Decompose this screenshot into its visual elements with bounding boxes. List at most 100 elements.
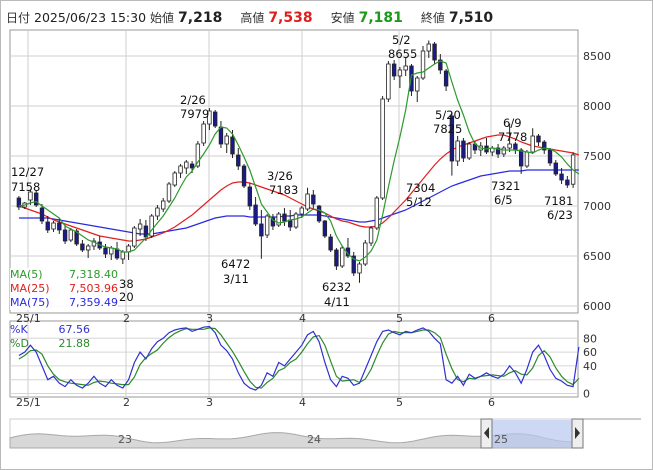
candle-body	[467, 143, 472, 159]
stoch-tick-label: 80	[583, 332, 597, 345]
candle-body	[132, 227, 137, 247]
ma75-label: MA(75)	[10, 296, 50, 309]
candle-body	[299, 207, 304, 215]
candle-body	[149, 215, 154, 237]
candle-body	[74, 230, 79, 245]
open-label: 始値	[150, 11, 175, 25]
bottom-x-tick-label: 5	[396, 396, 403, 409]
ma75-legend: MA(75) 7,359.49	[10, 296, 118, 310]
candle-body	[68, 229, 74, 241]
candle-body	[547, 149, 553, 164]
ma5-line	[18, 60, 580, 262]
candle-body	[282, 213, 287, 222]
candle-body	[351, 255, 356, 274]
annotation-date: 6/23	[547, 208, 573, 222]
candle-body	[161, 200, 166, 210]
candle-body	[103, 247, 108, 255]
annotation-date: 12/27	[11, 165, 44, 179]
annotation-value: 7304	[406, 181, 435, 195]
candle-body	[553, 162, 558, 175]
annotation-fragment: 20	[119, 290, 134, 304]
candle-body	[114, 248, 120, 259]
candle-body	[224, 135, 229, 145]
candle-body	[264, 215, 270, 236]
candle-body	[276, 213, 281, 226]
candle-body	[403, 65, 408, 71]
candle-body	[247, 186, 253, 207]
price-tick-label: 8000	[583, 100, 611, 113]
annotation-value: 7778	[498, 130, 527, 144]
candle-body	[195, 143, 201, 167]
stoch-k-line	[18, 325, 580, 391]
candle-body	[328, 236, 333, 251]
annotation-date: 5/20	[435, 108, 461, 122]
bottom-x-tick-label: 3	[206, 396, 213, 409]
candle-body	[420, 50, 426, 79]
candle-body	[241, 165, 247, 187]
candle-body	[305, 193, 310, 210]
candle-body	[559, 173, 564, 181]
ma25-line	[18, 134, 580, 242]
x-tick-label: 25/1	[16, 312, 41, 325]
candle-body	[322, 220, 328, 237]
candle-body	[155, 207, 160, 217]
candle-body	[334, 249, 339, 267]
candle-body	[363, 242, 368, 265]
low-value: 7,181	[358, 10, 403, 26]
x-tick-label: 3	[206, 312, 213, 325]
ma75-value: 7,359.49	[69, 296, 118, 309]
annotation-value: 7825	[433, 122, 462, 136]
candle-body	[507, 143, 512, 149]
candle-body	[311, 194, 316, 205]
candle-body	[455, 140, 460, 162]
candle-body	[218, 126, 224, 145]
annotation-value: 6472	[221, 257, 250, 271]
annotation-date: 3/26	[267, 169, 293, 183]
candle-body	[461, 140, 466, 159]
candle-body	[80, 243, 85, 251]
candle-body	[415, 77, 420, 92]
stoch-panel-border	[9, 320, 579, 398]
candle-body	[201, 123, 206, 144]
candle-body	[391, 63, 397, 77]
candle-body	[253, 204, 258, 225]
candle-body	[339, 247, 345, 267]
candle-body	[230, 136, 235, 155]
stoch-d-line	[18, 327, 580, 389]
candle-body	[565, 179, 570, 186]
annotation-date: 5/12	[406, 195, 432, 209]
candle-body	[432, 43, 437, 61]
candle-body	[397, 69, 403, 77]
ma5-legend: MA(5) 7,318.40	[10, 268, 118, 282]
candle-body	[34, 192, 39, 206]
price-tick-label: 7000	[583, 200, 611, 213]
candle-body	[270, 217, 276, 227]
annotation-date: 4/11	[324, 295, 350, 309]
candle-body	[109, 247, 114, 255]
slider-year-label: 24	[307, 433, 321, 446]
bottom-x-tick-label: 4	[299, 396, 306, 409]
datetime-value: 2025/06/23 15:30	[34, 10, 147, 25]
annotation-value: 7183	[269, 183, 298, 197]
candle-body	[293, 213, 299, 228]
candle-body	[39, 207, 45, 222]
stoch-d-value: 21.88	[58, 337, 91, 350]
candle-body	[501, 147, 507, 155]
bottom-x-tick-label: 6	[488, 396, 495, 409]
candle-body	[542, 141, 547, 151]
annotation-value: 8655	[388, 47, 417, 61]
annotation-value: 7181	[544, 194, 573, 208]
stoch-d-legend: %D 21.88	[10, 337, 90, 351]
candle-body	[178, 165, 183, 174]
annotation-value: 6232	[322, 280, 351, 294]
stoch-tick-label: 0	[583, 388, 590, 401]
candle-body	[443, 70, 449, 87]
candle-body	[172, 172, 177, 186]
candle-body	[380, 98, 385, 199]
price-panel-border	[9, 29, 579, 314]
bottom-x-tick-label: 25/1	[16, 396, 41, 409]
ma5-value: 7,318.40	[69, 268, 118, 281]
candle-body	[184, 161, 189, 169]
candle-body	[45, 221, 50, 231]
annotation-value: 7321	[491, 179, 520, 193]
